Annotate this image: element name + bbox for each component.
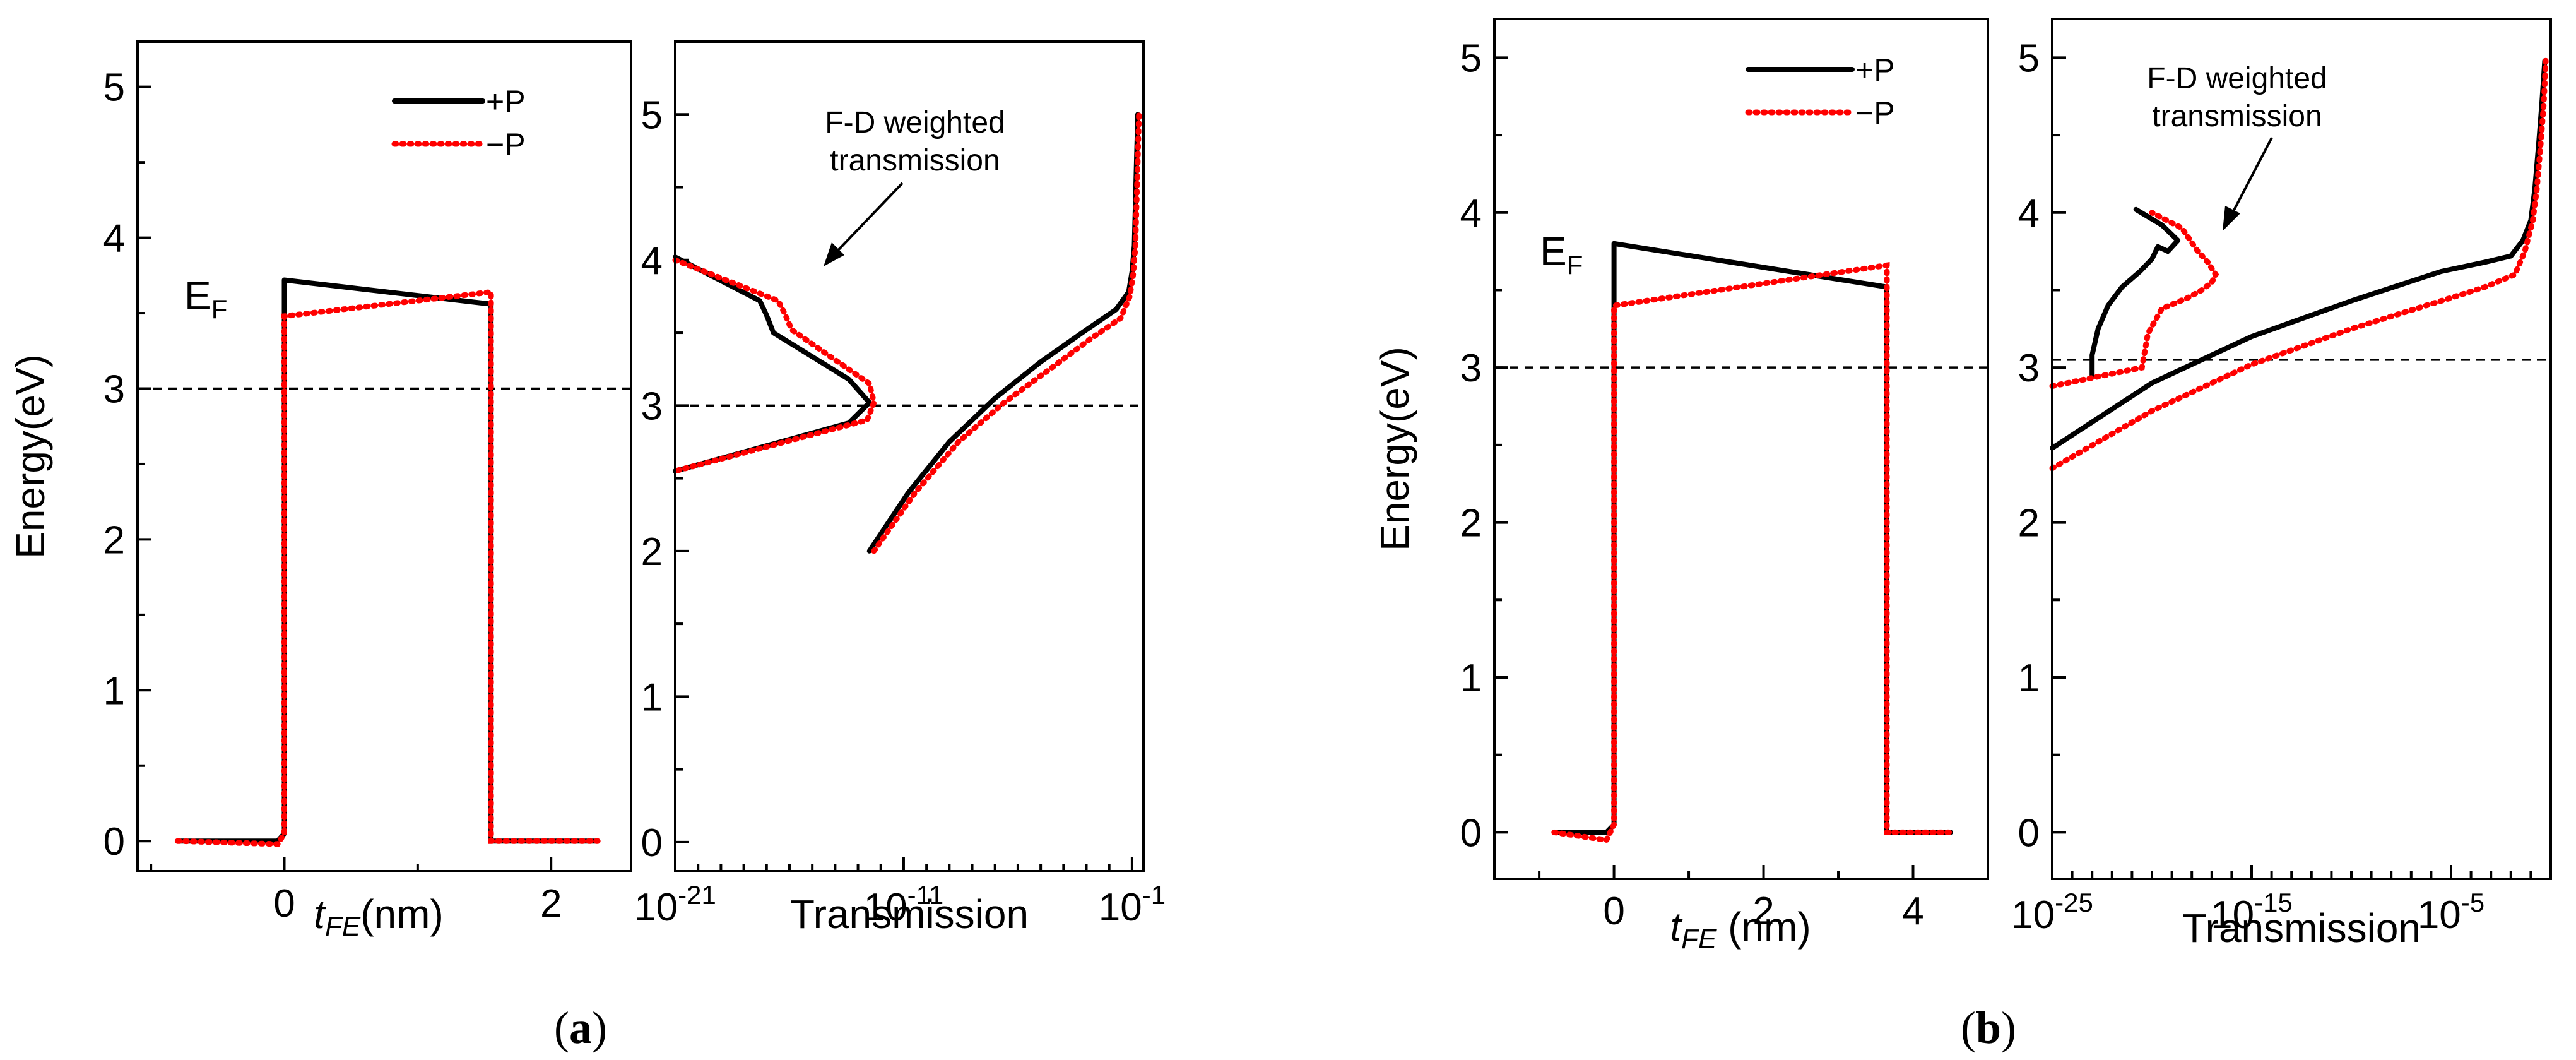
panel-a-left-chart: 0 1 2 3 4 5 0 2 Energy(eV) tFE(nm) EF +P −P: [8, 40, 632, 942]
legend: +P −P: [391, 84, 526, 162]
y-tick-label: 1: [641, 676, 663, 719]
plot-frame: [2051, 18, 2552, 880]
series-plus-p-line: [175, 277, 601, 844]
legend-label-minus: −P: [486, 127, 526, 162]
series-minus-p-line: [174, 289, 601, 847]
legend-label-plus: +P: [1855, 52, 1895, 88]
y-tick-label: 3: [103, 367, 125, 411]
fermi-level-label: EF: [1540, 229, 1583, 280]
panel-b-left-chart: 0 1 2 3 4 5 0 2 4 Energy(eV) tFE (nm) EF +P −P: [1372, 18, 1989, 955]
series-plus-p-fd-weighted-line: [673, 254, 872, 474]
x-axis-label: tFE (nm): [1670, 904, 1811, 955]
y-tick-label: 5: [1460, 37, 1482, 80]
x-tick-label: 10-5: [2418, 888, 2484, 937]
series-minus-p-fd-weighted-line: [672, 257, 877, 474]
x-tick-label: 0: [1603, 890, 1624, 933]
caption-b: (b): [1961, 1003, 2016, 1053]
x-tick-label: 10-21: [634, 880, 716, 929]
x-tick-label: 10-15: [2211, 888, 2293, 937]
y-tick-label: 2: [103, 518, 125, 562]
y-tick-label: 0: [103, 820, 125, 864]
annotation-line-2: transmission: [830, 144, 1000, 177]
plot-frame: [1493, 18, 1989, 880]
caption-a: (a): [554, 1003, 607, 1053]
y-tick-label: 1: [103, 669, 125, 713]
series-minus-p-line: [2049, 57, 2549, 472]
x-tick-label: 10-11: [864, 880, 944, 929]
y-tick-label: 4: [641, 239, 663, 283]
x-axis-label: Transmission: [2182, 905, 2421, 951]
panel-a-right-chart: 0 1 2 3 4 5 10-21 10-11 10-1 Transmission F-D we…: [634, 40, 1166, 937]
x-tick-label: 10-25: [2011, 888, 2093, 937]
y-tick-label: 5: [641, 93, 663, 137]
y-tick-label: 0: [1460, 811, 1482, 855]
y-tick-label: 3: [2018, 347, 2040, 390]
series-plus-p-fd-weighted-line: [2089, 206, 2181, 378]
x-axis-label: Transmission: [790, 891, 1029, 937]
annotation-arrow: [824, 182, 904, 266]
series-minus-p-fd-weighted-line: [2049, 210, 2219, 390]
y-axis-label: Energy(eV): [8, 354, 53, 559]
y-tick-label: 4: [103, 217, 125, 261]
y-tick-label: 5: [2018, 37, 2040, 80]
legend: +P −P: [1745, 52, 1895, 131]
annotation-arrow: [2223, 137, 2273, 231]
x-tick-label: 2: [1752, 890, 1774, 933]
x-axis-label: tFE(nm): [314, 891, 444, 942]
annotation-line-1: F-D weighted: [2147, 62, 2327, 95]
panel-b-right-chart: 0 1 2 3 4 5 10-25 10-15 10-5 Transmission F-D we…: [2011, 18, 2552, 951]
y-tick-label: 2: [1460, 502, 1482, 545]
y-tick-label: 4: [1460, 192, 1482, 235]
legend-label-minus: −P: [1855, 95, 1895, 131]
annotation-line-1: F-D weighted: [825, 106, 1005, 140]
y-tick-label: 3: [1460, 347, 1482, 390]
y-tick-label: 2: [2018, 502, 2040, 545]
series-minus-p-line: [1551, 261, 1954, 843]
y-tick-label: 1: [2018, 657, 2040, 700]
series-minus-p-line: [871, 111, 1142, 554]
plot-frame: [674, 40, 1145, 872]
y-tick-label: 5: [103, 66, 125, 110]
fermi-level-label: EF: [184, 273, 227, 324]
legend-label-plus: +P: [486, 84, 526, 119]
x-tick-label: 10-1: [1099, 880, 1166, 929]
y-tick-label: 0: [2018, 811, 2040, 855]
x-tick-label: 2: [540, 882, 562, 926]
y-axis-label: Energy(eV): [1372, 347, 1417, 551]
y-tick-label: 2: [641, 530, 663, 574]
x-tick-label: 4: [1902, 890, 1923, 933]
y-tick-label: 0: [641, 821, 663, 865]
y-tick-label: 4: [2018, 192, 2040, 235]
x-tick-label: 0: [273, 882, 295, 926]
y-tick-label: 1: [1460, 657, 1482, 700]
y-tick-label: 3: [641, 384, 663, 428]
plot-frame: [136, 40, 632, 872]
annotation-line-2: transmission: [2152, 100, 2322, 133]
